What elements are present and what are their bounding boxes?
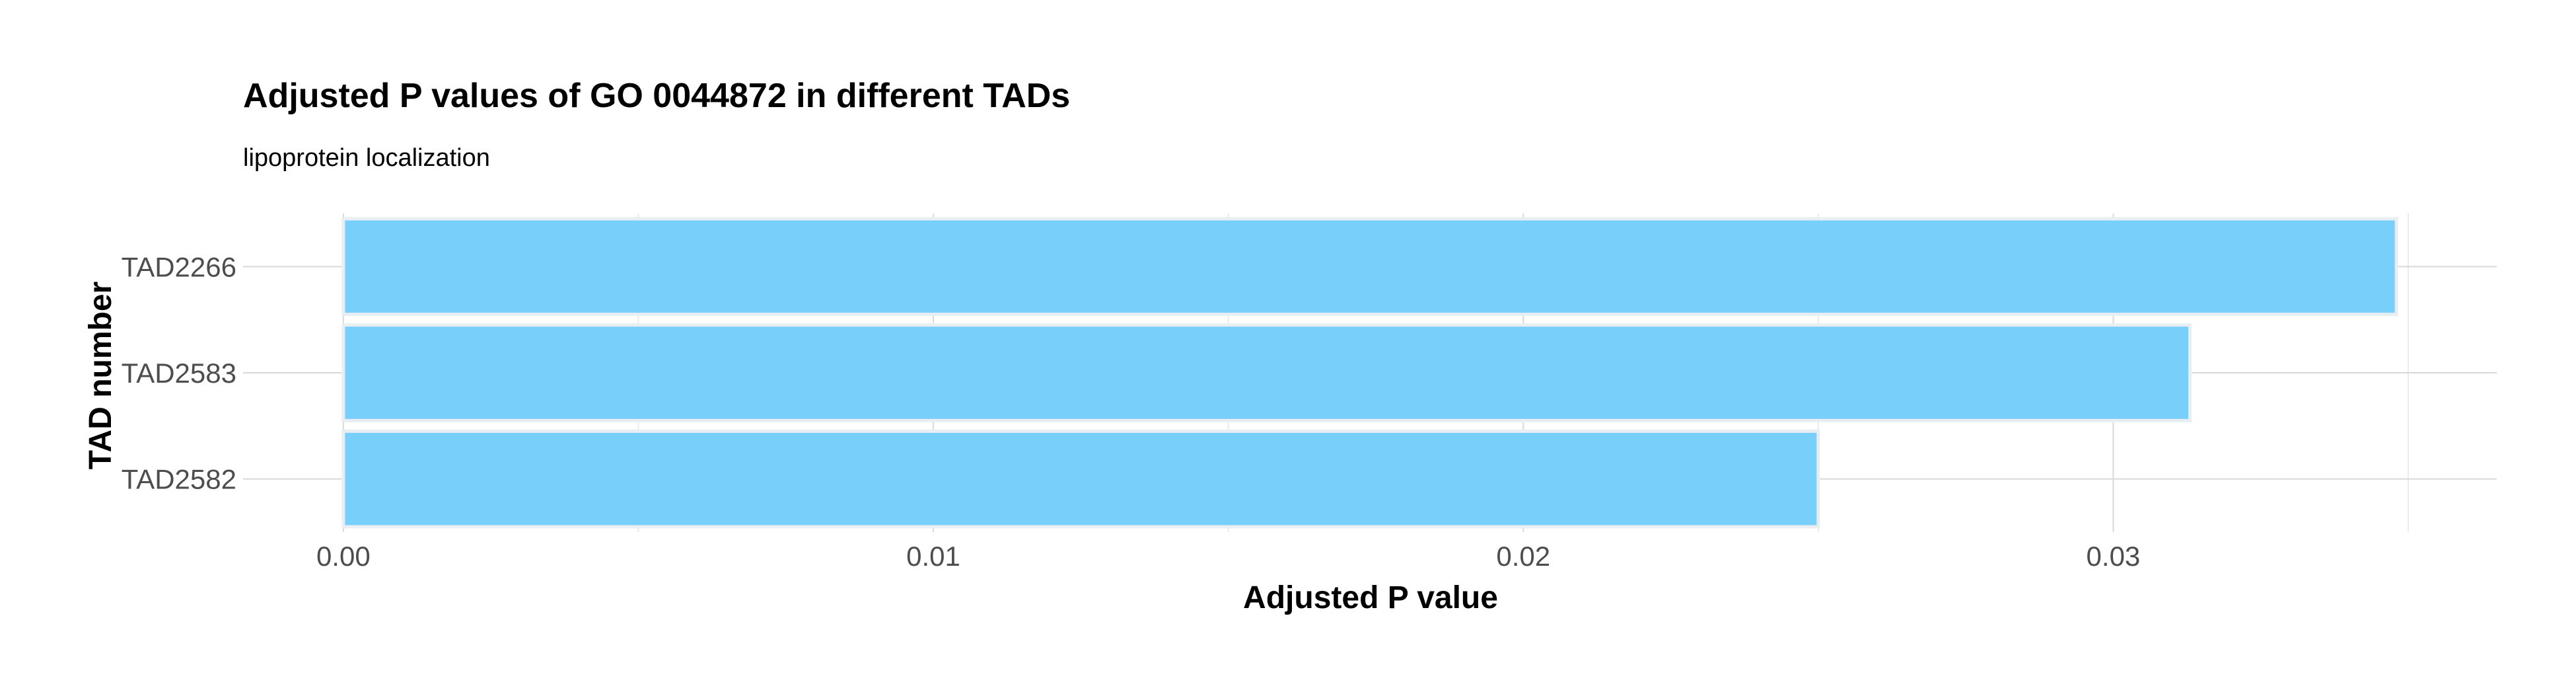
bar-tad2583	[341, 323, 2192, 422]
bar-tad2582	[341, 429, 1820, 529]
x-tick-label: 0.02	[1496, 541, 1550, 572]
bars	[341, 217, 2398, 529]
x-axis-title: Adjusted P value	[1243, 580, 1498, 615]
x-tick-labels: 0.00 0.01 0.02 0.03	[316, 541, 2140, 572]
y-axis-title: TAD number	[83, 282, 118, 469]
x-tick-label: 0.03	[2087, 541, 2141, 572]
chart-subtitle: lipoprotein localization	[243, 144, 490, 172]
x-tick-label: 0.01	[906, 541, 960, 572]
y-tick-label: TAD2582	[122, 464, 236, 495]
chart-title: Adjusted P values of GO 0044872 in diffe…	[243, 77, 1070, 115]
bar-tad2266	[341, 217, 2398, 317]
x-tick-label: 0.00	[316, 541, 371, 572]
y-tick-label: TAD2583	[122, 358, 236, 389]
y-tick-labels: TAD2266 TAD2583 TAD2582	[122, 251, 236, 494]
y-tick-label: TAD2266	[122, 251, 236, 282]
